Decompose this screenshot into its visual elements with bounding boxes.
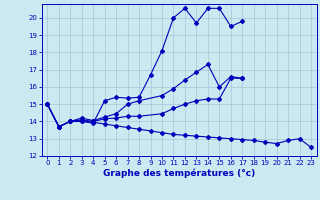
X-axis label: Graphe des températures (°c): Graphe des températures (°c): [103, 169, 255, 178]
